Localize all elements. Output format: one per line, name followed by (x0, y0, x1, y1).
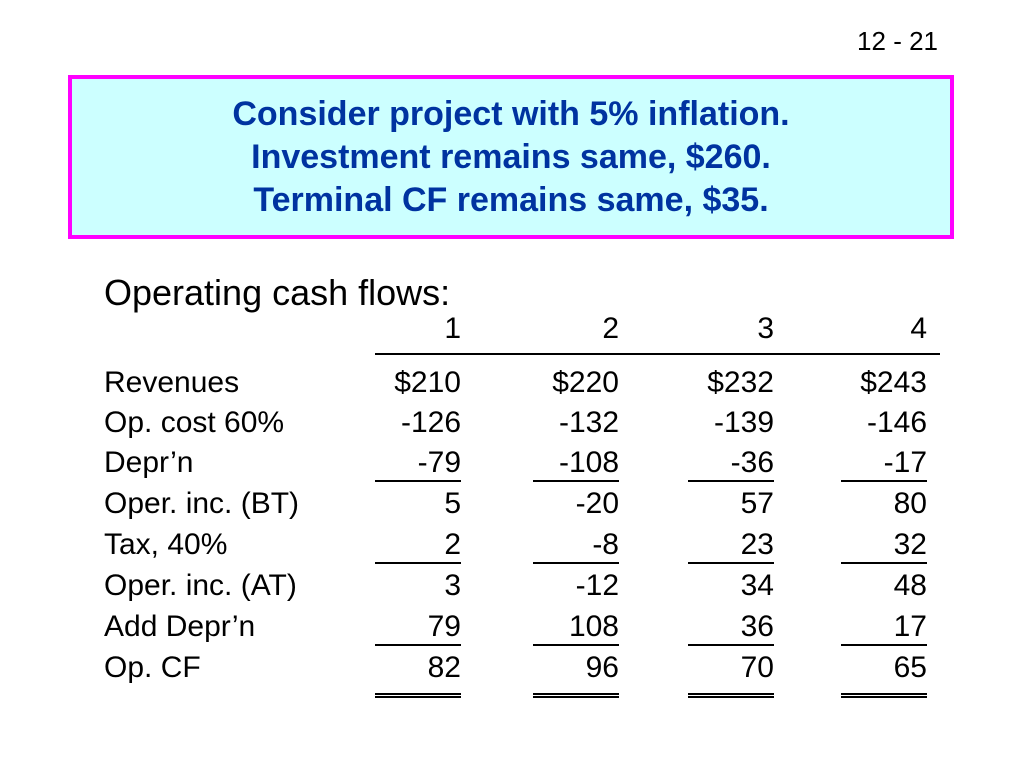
table-cell: -139 (713, 406, 774, 439)
table-row-op-cost: Op. cost 60% -126 -132 -139 -146 (0, 406, 1024, 446)
row-label: Add Depr’n (104, 610, 256, 643)
table-cell: 5 (444, 487, 461, 520)
table-row-add-depreciation: Add Depr’n 79 108 36 17 (0, 610, 1024, 650)
table-cell: 65 (841, 651, 927, 698)
table-cell: $210 (394, 366, 461, 399)
year-header-4: 4 (910, 312, 927, 345)
year-header-1: 1 (444, 312, 461, 345)
table-cell: -12 (575, 569, 619, 602)
year-header-3: 3 (757, 312, 774, 345)
row-label: Depr’n (104, 446, 194, 479)
title-line-1: Consider project with 5% inflation. (232, 94, 790, 133)
table-cell: -20 (575, 487, 619, 520)
table-cell: 70 (688, 651, 774, 698)
title-line-2: Investment remains same, $260. (251, 137, 771, 176)
table-cell: $220 (552, 366, 619, 399)
table-cell: 32 (841, 528, 927, 564)
row-label: Oper. inc. (BT) (104, 487, 300, 520)
table-cell: 23 (688, 528, 774, 564)
table-row-op-cf: Op. CF 82 96 70 65 (0, 651, 1024, 698)
table-cell: $232 (707, 366, 774, 399)
title-line-3: Terminal CF remains same, $35. (253, 180, 769, 219)
table-cell: 48 (893, 569, 927, 602)
table-cell: -108 (533, 446, 619, 482)
table-cell: $243 (860, 366, 927, 399)
table-cell: 96 (533, 651, 619, 698)
table-cell: 34 (740, 569, 774, 602)
table-cell: -17 (841, 446, 927, 482)
table-cell: 17 (841, 610, 927, 646)
page-number: 12 - 21 (857, 26, 938, 56)
table-cell: 82 (375, 651, 461, 698)
row-label: Op. CF (104, 651, 201, 684)
header-rule (375, 353, 940, 355)
table-cell: -126 (400, 406, 461, 439)
table-cell: 79 (375, 610, 461, 646)
table-row-depreciation: Depr’n -79 -108 -36 -17 (0, 446, 1024, 486)
table-cell: 3 (444, 569, 461, 602)
row-label: Tax, 40% (104, 528, 228, 561)
row-label: Op. cost 60% (104, 406, 285, 439)
table-row-oper-inc-bt: Oper. inc. (BT) 5 -20 57 80 (0, 487, 1024, 527)
table-row-tax: Tax, 40% 2 -8 23 32 (0, 528, 1024, 568)
table-cell: -132 (558, 406, 619, 439)
table-cell: 80 (893, 487, 927, 520)
table-cell: 36 (688, 610, 774, 646)
table-cell: 2 (375, 528, 461, 564)
table-cell: -36 (688, 446, 774, 482)
year-header-2: 2 (602, 312, 619, 345)
table-cell: -146 (866, 406, 927, 439)
table-row-oper-inc-at: Oper. inc. (AT) 3 -12 34 48 (0, 569, 1024, 609)
table-cell: -79 (375, 446, 461, 482)
row-label: Revenues (104, 366, 240, 399)
table-cell: 108 (533, 610, 619, 646)
operating-cash-flows-heading: Operating cash flows: (104, 272, 451, 313)
table-cell: 57 (740, 487, 774, 520)
table-cell: -8 (533, 528, 619, 564)
year-header-row: 1 2 3 4 (0, 312, 1024, 352)
row-label: Oper. inc. (AT) (104, 569, 297, 602)
table-row-revenues: Revenues $210 $220 $232 $243 (0, 366, 1024, 406)
title-box: Consider project with 5% inflation. Inve… (68, 75, 954, 239)
